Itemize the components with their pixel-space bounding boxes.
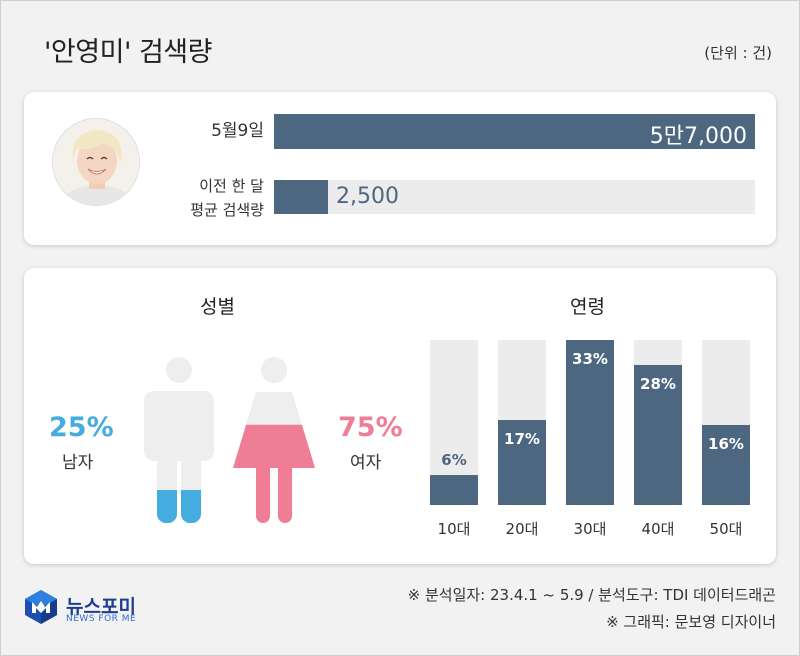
gender-heading: 성별 <box>200 296 235 318</box>
age-bar <box>702 425 750 505</box>
today-bar <box>274 114 755 149</box>
age-data-label: 28% <box>640 375 676 393</box>
age-bar-chart: 6% 10대 17% 20대 33% 30대 28% 40대 16% 50대 <box>430 340 750 538</box>
average-bar <box>274 180 328 214</box>
average-label-line2: 평균 검색량 <box>190 201 264 219</box>
age-data-label: 17% <box>504 430 540 448</box>
male-label: 남자 <box>62 453 94 473</box>
age-data-label: 33% <box>572 350 608 368</box>
source-note: ※ 분석일자: 23.4.1 ~ 5.9 / 분석도구: TDI 데이터드래곤 <box>407 586 776 604</box>
female-percent: 75% <box>338 412 403 443</box>
female-figure-icon <box>233 357 315 523</box>
average-value: 2,500 <box>336 184 399 209</box>
average-bar-track: 2,500 <box>274 180 755 214</box>
age-category-label: 50대 <box>710 520 743 538</box>
today-value: 5만7,000 <box>649 124 747 149</box>
male-figure-icon <box>144 357 214 523</box>
average-label: 이전 한 달 평균 검색량 <box>164 174 264 222</box>
age-data-label: 6% <box>441 451 466 469</box>
logo-icon <box>25 590 57 624</box>
page-title: '안영미' 검색량 <box>44 37 212 68</box>
female-label: 여자 <box>350 453 382 473</box>
age-bar <box>634 365 682 505</box>
average-label-line1: 이전 한 달 <box>199 177 264 195</box>
demographics-card: 성별 연령 25% 남자 75% 여자 6% 10대 17% 20대 33% 30대 28% <box>24 268 776 564</box>
age-category-label: 30대 <box>574 520 607 538</box>
age-bar <box>430 475 478 505</box>
age-bar <box>566 340 614 505</box>
male-percent: 25% <box>49 412 114 443</box>
search-volume-card: 5월9일 5만7,000 이전 한 달 평균 검색량 2,500 <box>24 92 776 245</box>
logo-name: 뉴스포미 <box>66 596 136 618</box>
age-category-label: 40대 <box>642 520 675 538</box>
age-bar <box>498 420 546 505</box>
age-data-label: 16% <box>708 435 744 453</box>
logo-subtitle: NEWS FOR ME <box>66 614 137 624</box>
age-heading: 연령 <box>570 296 605 318</box>
today-label: 5월9일 <box>211 121 264 141</box>
age-category-label: 10대 <box>438 520 471 538</box>
today-bar-track: 5만7,000 <box>274 114 755 149</box>
credit-note: ※ 그래픽: 문보영 디자이너 <box>606 613 776 631</box>
age-category-label: 20대 <box>506 520 539 538</box>
person-photo <box>52 118 140 206</box>
unit-label: (단위 : 건) <box>704 44 772 62</box>
